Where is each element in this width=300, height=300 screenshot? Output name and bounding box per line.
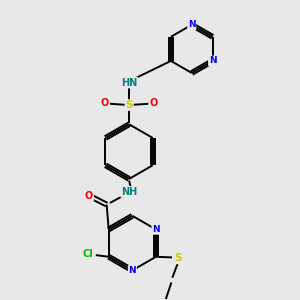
Text: Cl: Cl	[82, 249, 93, 259]
Text: N: N	[152, 225, 160, 234]
Text: S: S	[125, 100, 133, 110]
Text: O: O	[101, 98, 109, 108]
Text: O: O	[85, 190, 93, 201]
Text: HN: HN	[121, 78, 137, 88]
Text: N: N	[188, 20, 196, 29]
Text: NH: NH	[121, 187, 137, 197]
Text: O: O	[149, 98, 157, 108]
Text: N: N	[209, 56, 216, 65]
Text: S: S	[174, 254, 182, 263]
Text: N: N	[128, 266, 136, 275]
